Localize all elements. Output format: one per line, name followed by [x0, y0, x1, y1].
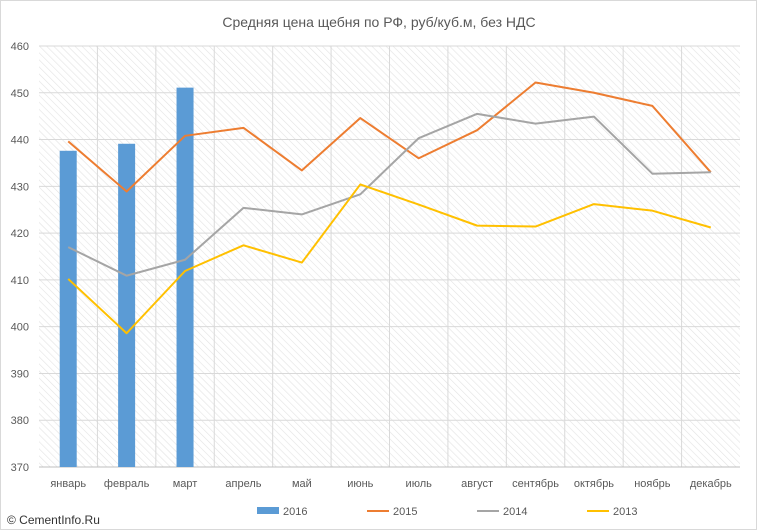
bar-series — [59, 87, 194, 467]
bar-2016-0 — [59, 150, 77, 467]
y-tick-label: 450 — [11, 88, 29, 100]
line-series-2013 — [67, 183, 712, 335]
line-series-2015 — [67, 81, 712, 193]
x-tick-label: декабрь — [690, 478, 732, 490]
y-tick-label: 370 — [11, 462, 29, 474]
x-axis: январь февраль март апрель май июнь июль август… — [39, 466, 740, 490]
y-tick-label: 460 — [11, 41, 29, 53]
y-tick-label: 390 — [11, 368, 29, 380]
x-tick-label: ноябрь — [634, 478, 671, 490]
y-tick-label: 380 — [11, 415, 29, 427]
x-tick-label: май — [292, 478, 312, 490]
y-tick-label: 400 — [11, 322, 29, 334]
x-tick-label: июнь — [347, 478, 373, 490]
x-tick-label: сентябрь — [512, 478, 559, 490]
legend-label: 2016 — [283, 506, 307, 518]
x-tick-label: июль — [406, 478, 433, 490]
x-tick-label: февраль — [104, 478, 150, 490]
legend-label: 2014 — [503, 506, 527, 518]
bar-2016-2 — [176, 87, 194, 467]
chart-title: Средняя цена щебня по РФ, руб/куб.м, без… — [222, 14, 535, 30]
legend-swatch-2016 — [257, 507, 279, 514]
y-tick-label: 430 — [11, 181, 29, 193]
x-tick-label: март — [173, 478, 198, 490]
legend-label: 2013 — [613, 506, 637, 518]
watermark-text: © CementInfo.Ru — [7, 513, 100, 527]
x-tick-label: октябрь — [574, 478, 614, 490]
legend-label: 2015 — [393, 506, 417, 518]
y-tick-label: 420 — [11, 228, 29, 240]
x-tick-label: январь — [50, 478, 86, 490]
x-tick-label: апрель — [225, 478, 261, 490]
line-series-2014 — [67, 112, 711, 277]
y-axis: 370 380 390 400 410 420 430 440 450 460 — [11, 41, 29, 474]
y-tick-label: 410 — [11, 275, 29, 287]
grid-lines — [39, 45, 740, 468]
bar-2016-1 — [118, 143, 136, 467]
line-series — [67, 81, 712, 335]
y-tick-label: 440 — [11, 135, 29, 147]
legend: 2016 2015 2014 2013 — [257, 506, 637, 518]
x-tick-label: август — [461, 478, 493, 490]
